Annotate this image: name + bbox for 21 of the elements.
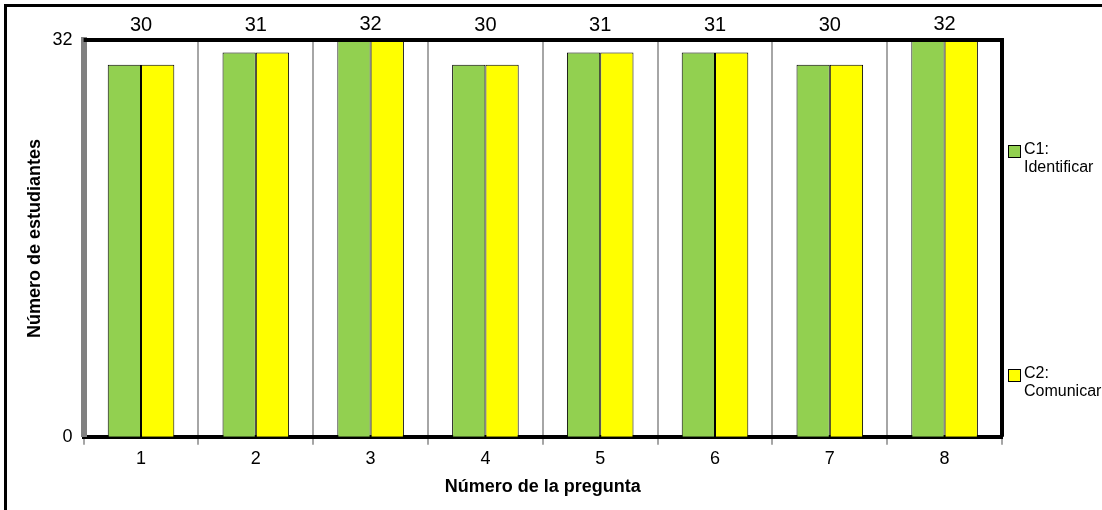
x-tick-label: 6 xyxy=(710,447,721,468)
x-tick-label: 5 xyxy=(595,447,606,468)
y-tick-label: 0 xyxy=(62,425,73,446)
data-label: 31 xyxy=(703,12,727,35)
x-tick-label: 1 xyxy=(136,447,147,468)
x-axis-title: Número de la pregunta xyxy=(444,476,642,497)
legend-label: C2: Comunicar xyxy=(1024,364,1102,400)
data-label: 32 xyxy=(933,11,956,34)
x-tick-label: 7 xyxy=(824,447,835,468)
data-label: 30 xyxy=(129,12,153,35)
data-label: 31 xyxy=(589,12,612,35)
x-tick-label: 8 xyxy=(939,447,950,468)
x-tick-label: 2 xyxy=(250,447,261,468)
data-label: 32 xyxy=(359,11,382,34)
legend-label: C1: Identificar xyxy=(1024,140,1095,176)
y-axis-title: Número de estudiantes xyxy=(23,138,44,338)
data-label: 30 xyxy=(818,12,841,35)
x-tick-label: 3 xyxy=(365,447,376,468)
data-label: 30 xyxy=(474,12,497,35)
x-tick-label: 4 xyxy=(480,447,491,468)
data-label: 31 xyxy=(244,12,267,35)
